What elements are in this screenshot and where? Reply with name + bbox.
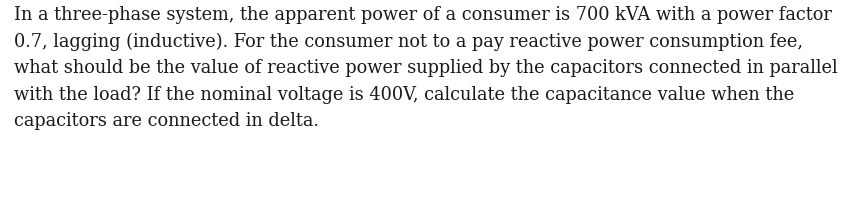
Text: In a three-phase system, the apparent power of a consumer is 700 kVA with a powe: In a three-phase system, the apparent po… bbox=[14, 6, 838, 130]
